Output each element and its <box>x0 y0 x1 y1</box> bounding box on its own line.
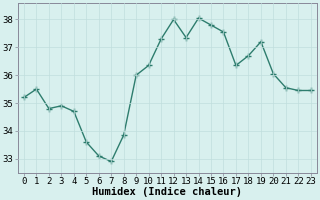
X-axis label: Humidex (Indice chaleur): Humidex (Indice chaleur) <box>92 187 242 197</box>
